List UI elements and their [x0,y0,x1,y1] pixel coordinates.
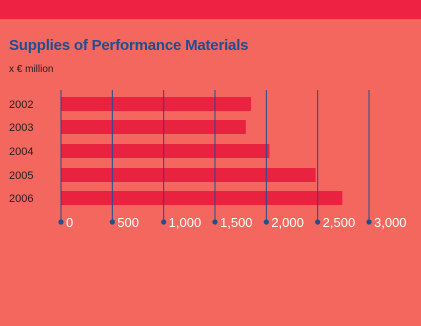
chart-unit-label: x € million [9,64,54,75]
tick-marker-2 [161,219,167,225]
tick-label-1: 500 [117,215,139,230]
tick-label-4: 2,000 [271,215,304,230]
tick-marker-6 [366,219,372,225]
bar-2004 [61,144,270,158]
bar-2006 [61,191,343,205]
tick-label-0: 0 [66,215,73,230]
category-label-2002: 2002 [9,99,33,111]
category-label-2006: 2006 [9,193,33,205]
category-label-2004: 2004 [9,146,33,158]
tick-label-2: 1,000 [169,215,202,230]
tick-marker-1 [109,219,115,225]
bar-2002 [61,97,251,111]
category-label-2003: 2003 [9,122,33,134]
bar-2003 [61,120,246,134]
tick-marker-0 [58,219,64,225]
category-label-2005: 2005 [9,170,33,182]
top-color-band [0,0,421,19]
bar-2005 [61,168,316,182]
tick-marker-3 [212,219,218,225]
tick-label-6: 3,000 [374,215,407,230]
tick-marker-4 [263,219,269,225]
chart-title: Supplies of Performance Materials [9,37,249,54]
tick-label-3: 1,500 [220,215,253,230]
tick-label-5: 2,500 [323,215,356,230]
tick-marker-5 [315,219,321,225]
